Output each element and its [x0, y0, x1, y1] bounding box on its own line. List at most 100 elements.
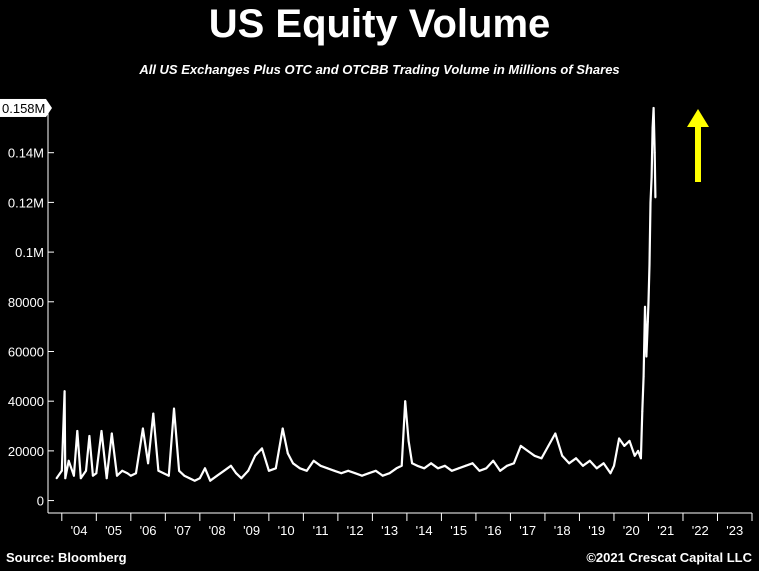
data-point — [526, 449, 529, 452]
data-point — [135, 472, 137, 475]
data-point — [261, 447, 263, 450]
data-point — [188, 477, 191, 480]
y-tick-label: 60000 — [8, 344, 44, 359]
data-point — [240, 477, 243, 480]
data-point — [485, 467, 488, 470]
data-point — [60, 469, 63, 472]
data-point — [281, 427, 284, 430]
y-tick-label: 0.1M — [15, 245, 44, 260]
data-point — [651, 126, 654, 129]
data-point — [247, 469, 250, 472]
arrow-head — [687, 109, 709, 127]
current-value-pointer — [46, 98, 52, 117]
data-point — [167, 474, 170, 477]
chart-title: US Equity Volume — [208, 2, 551, 46]
x-tick-label: '19 — [588, 523, 605, 538]
data-point — [637, 449, 640, 452]
data-point — [602, 462, 605, 465]
y-tick-label: 20000 — [8, 444, 44, 459]
y-tick-label: 0.12M — [8, 195, 44, 210]
data-point — [79, 477, 82, 480]
data-point — [623, 444, 626, 447]
copyright-note: ©2021 Crescat Capital LLC — [586, 550, 752, 565]
data-point — [653, 151, 656, 154]
x-tick-label: '05 — [105, 523, 122, 538]
data-point — [64, 477, 67, 480]
data-point — [173, 407, 175, 410]
data-point — [286, 452, 289, 455]
data-point — [416, 464, 419, 467]
data-point — [100, 430, 103, 432]
data-point — [126, 472, 129, 475]
data-point — [395, 467, 398, 470]
x-tick-label: '12 — [347, 523, 364, 538]
data-point — [312, 459, 315, 462]
data-point — [633, 454, 636, 457]
data-point — [437, 467, 439, 470]
current-value-label: 0.158M — [2, 101, 45, 116]
y-tick-label: 0.14M — [8, 146, 44, 161]
data-point — [178, 469, 181, 472]
data-point — [492, 459, 495, 462]
data-point — [588, 459, 591, 462]
data-point — [381, 474, 384, 477]
data-point — [85, 469, 87, 472]
x-tick-label: '22 — [692, 523, 709, 538]
data-point — [407, 439, 410, 442]
data-point — [183, 474, 186, 477]
data-point — [340, 472, 343, 475]
data-point — [647, 300, 650, 303]
data-point — [209, 479, 212, 482]
x-tick-label: '18 — [554, 523, 571, 538]
y-tick-label: 0 — [37, 494, 44, 509]
data-point — [499, 469, 502, 472]
data-point — [55, 477, 58, 480]
data-point — [430, 462, 433, 465]
data-point — [367, 472, 370, 475]
data-point — [267, 469, 270, 472]
data-point — [319, 464, 322, 467]
data-point — [646, 320, 649, 323]
data-point — [152, 412, 155, 415]
data-point — [628, 439, 631, 442]
data-point — [411, 462, 414, 465]
data-point — [326, 467, 329, 470]
data-point — [198, 477, 201, 480]
data-point — [618, 437, 621, 440]
data-point — [457, 467, 460, 470]
data-point — [110, 432, 113, 435]
data-point — [568, 462, 571, 465]
x-tick-label: '16 — [485, 523, 502, 538]
data-point — [235, 472, 238, 475]
current-value-box — [0, 98, 46, 117]
x-tick-label: '14 — [416, 523, 433, 538]
x-tick-label: '09 — [243, 523, 260, 538]
data-point — [400, 464, 403, 467]
x-tick-label: '13 — [381, 523, 398, 538]
source-note: Source: Bloomberg — [6, 550, 127, 565]
data-point — [512, 462, 515, 465]
data-point — [229, 464, 232, 467]
x-tick-label: '23 — [726, 523, 743, 538]
data-point — [204, 467, 206, 470]
data-point — [649, 201, 652, 204]
data-point — [157, 469, 160, 472]
data-point — [254, 454, 257, 457]
data-point — [639, 457, 642, 460]
data-point — [141, 427, 144, 430]
x-tick-label: '04 — [71, 523, 88, 538]
data-point — [450, 469, 453, 472]
data-point — [478, 469, 481, 472]
data-point — [547, 444, 550, 447]
data-point — [67, 459, 70, 462]
data-point — [374, 469, 377, 472]
data-point — [95, 472, 98, 475]
data-point — [648, 263, 651, 266]
y-tick-label: 80000 — [8, 295, 44, 310]
data-point — [581, 464, 584, 467]
data-point — [193, 479, 196, 482]
data-point — [333, 469, 336, 472]
series-line — [55, 106, 657, 482]
data-point — [223, 469, 225, 472]
data-point — [72, 474, 75, 477]
